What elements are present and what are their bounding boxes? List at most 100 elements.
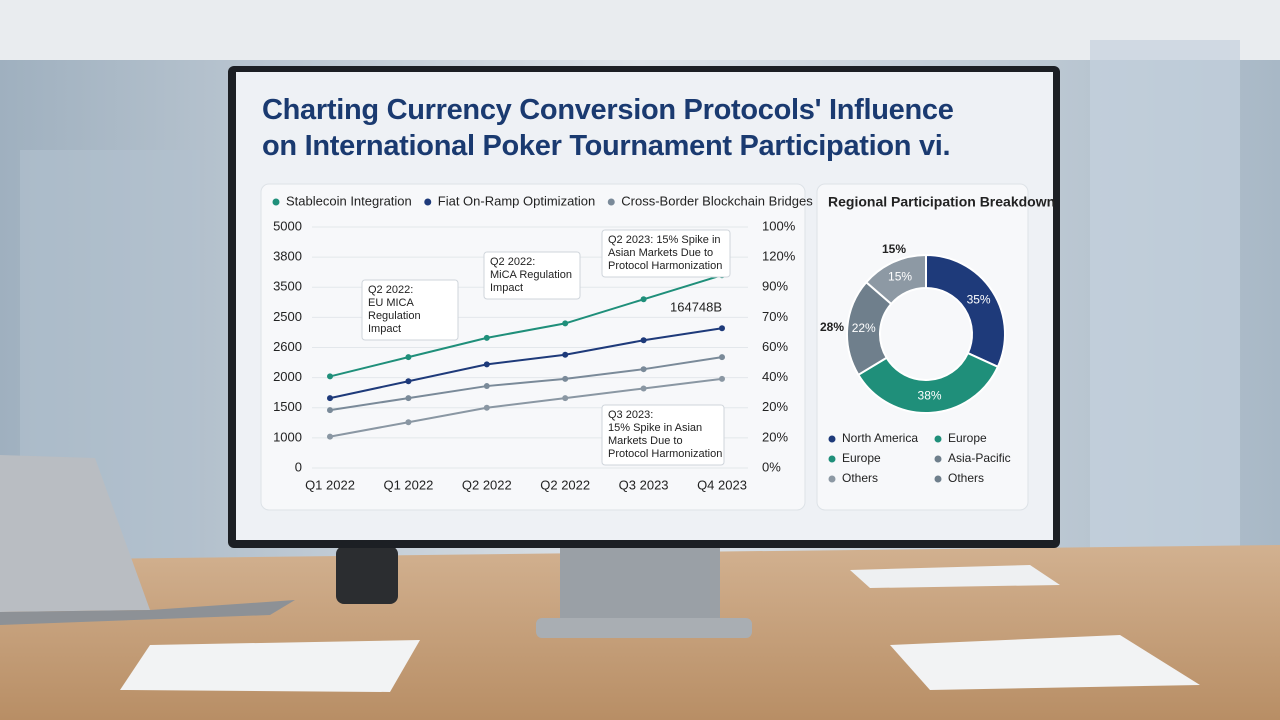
data-point bbox=[405, 378, 412, 385]
data-label: 35% bbox=[967, 292, 991, 306]
chart-title: Charting Currency Conversion Protocols' … bbox=[262, 94, 954, 162]
annotation: Protocol Harmonization bbox=[608, 260, 722, 272]
x-tick-label: Q2 2022 bbox=[462, 477, 512, 492]
laptop bbox=[0, 455, 150, 612]
x-tick-label: Q3 2023 bbox=[619, 477, 669, 492]
annotation: Q2 2022: bbox=[490, 256, 535, 268]
y2-tick-label: 0% bbox=[762, 459, 781, 474]
laptop-base bbox=[0, 600, 295, 625]
legend-marker bbox=[934, 455, 942, 463]
ceiling bbox=[0, 0, 1280, 60]
y-tick-label: 2000 bbox=[273, 369, 302, 384]
papers bbox=[120, 640, 420, 692]
outer-label: 15% bbox=[882, 242, 906, 256]
donut-card bbox=[816, 183, 1029, 511]
annotation: EU MICA bbox=[368, 297, 415, 309]
x-tick-label: Q1 2022 bbox=[383, 477, 433, 492]
outer-label: 28% bbox=[820, 320, 844, 334]
data-point bbox=[483, 334, 490, 341]
monitor-base bbox=[536, 618, 752, 638]
data-label: 38% bbox=[918, 389, 942, 403]
y-tick-label: 1500 bbox=[273, 399, 302, 414]
legend-marker bbox=[607, 198, 615, 206]
legend-marker bbox=[272, 198, 280, 206]
line-series bbox=[329, 377, 723, 438]
annotation: 15% Spike in Asian bbox=[608, 422, 702, 434]
annotation: 164748B bbox=[670, 299, 722, 314]
data-point bbox=[562, 351, 569, 358]
data-point bbox=[562, 320, 569, 327]
line-series bbox=[329, 356, 723, 412]
data-point bbox=[405, 419, 412, 426]
y-tick-label: 1000 bbox=[273, 429, 302, 444]
legend-label: North America bbox=[842, 431, 918, 445]
annotation: MiCA Regulation bbox=[490, 269, 572, 281]
data-point bbox=[483, 383, 490, 390]
annotation-box bbox=[483, 251, 581, 300]
line-series bbox=[329, 327, 723, 400]
data-point bbox=[640, 366, 647, 373]
data-point bbox=[327, 407, 333, 414]
annotation-box bbox=[601, 229, 731, 278]
legend-marker bbox=[828, 455, 836, 463]
annotation: Impact bbox=[490, 282, 523, 294]
y-tick-label: 3800 bbox=[273, 249, 302, 264]
y2-tick-label: 20% bbox=[762, 399, 788, 414]
legend-label: Others bbox=[948, 471, 984, 485]
data-label: 22% bbox=[852, 321, 876, 335]
y2-tick-label: 40% bbox=[762, 369, 788, 384]
data-point bbox=[483, 361, 490, 368]
x-tick-label: Q1 2022 bbox=[305, 477, 355, 492]
legend-label: Stablecoin Integration bbox=[286, 193, 412, 208]
y2-tick-label: 100% bbox=[762, 218, 796, 233]
y-tick-label: 0 bbox=[295, 459, 302, 474]
data-point bbox=[719, 375, 725, 382]
papers bbox=[850, 565, 1060, 588]
data-point bbox=[327, 373, 333, 380]
x-tick-label: Q4 2023 bbox=[697, 477, 747, 492]
legend-marker bbox=[424, 198, 432, 206]
legend-marker bbox=[828, 475, 836, 483]
mug bbox=[336, 546, 398, 604]
data-point bbox=[562, 395, 569, 402]
legend-label: Europe bbox=[842, 451, 881, 465]
legend-marker bbox=[828, 435, 836, 443]
data-point bbox=[719, 354, 725, 361]
legend-label: Europe bbox=[948, 431, 987, 445]
data-point bbox=[327, 395, 333, 402]
y-tick-label: 3500 bbox=[273, 279, 302, 294]
annotation-box bbox=[601, 404, 725, 466]
data-point bbox=[640, 337, 647, 344]
data-point bbox=[405, 354, 412, 361]
annotation-box bbox=[361, 279, 459, 341]
legend-label: Others bbox=[842, 471, 878, 485]
y2-tick-label: 20% bbox=[762, 429, 788, 444]
annotation: Asian Markets Due to bbox=[608, 247, 713, 259]
donut-segment bbox=[856, 351, 1000, 414]
legend-marker bbox=[934, 475, 942, 483]
annotation: Q2 2022: bbox=[368, 284, 413, 296]
papers bbox=[890, 635, 1200, 690]
data-point bbox=[640, 385, 647, 392]
y2-tick-label: 90% bbox=[762, 279, 788, 294]
annotation: Markets Due to bbox=[608, 435, 683, 447]
annotation: Protocol Harmonization bbox=[608, 448, 722, 460]
donut-segment bbox=[864, 253, 927, 306]
data-point bbox=[640, 296, 647, 303]
annotation: Impact bbox=[368, 323, 401, 335]
window bbox=[1090, 40, 1240, 560]
legend-marker bbox=[934, 435, 942, 443]
legend-label: Cross-Border Blockchain Bridges bbox=[621, 193, 813, 208]
annotation: Q2 2023: 15% Spike in bbox=[608, 234, 721, 246]
x-tick-label: Q2 2022 bbox=[540, 477, 590, 492]
legend-label: Fiat On-Ramp Optimization bbox=[438, 193, 596, 208]
y2-tick-label: 70% bbox=[762, 309, 788, 324]
y2-tick-label: 120% bbox=[762, 249, 796, 264]
data-point bbox=[562, 375, 569, 382]
donut-segment bbox=[925, 253, 1006, 369]
data-point bbox=[719, 325, 725, 332]
y2-tick-label: 60% bbox=[762, 339, 788, 354]
data-label: 15% bbox=[888, 269, 912, 283]
